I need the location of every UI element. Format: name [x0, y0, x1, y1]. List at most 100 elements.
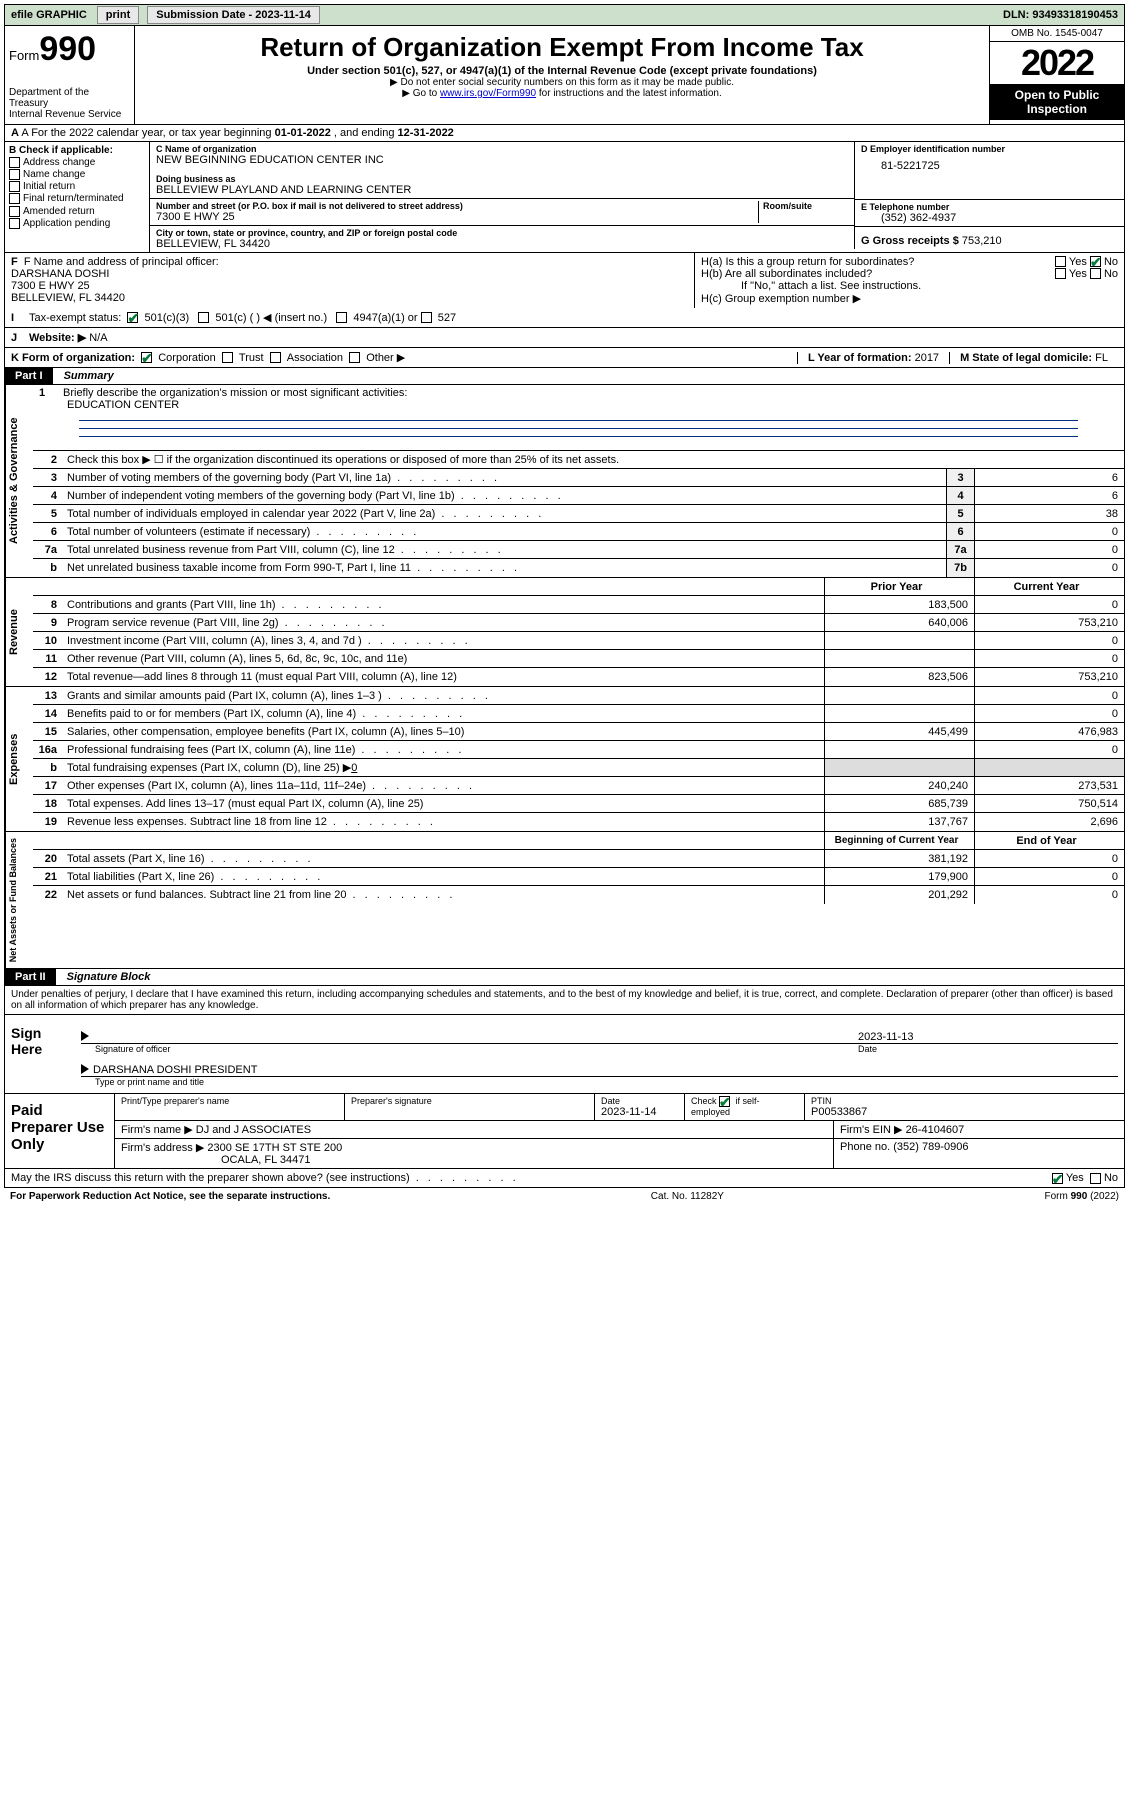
l16a: Professional fundraising fees (Part IX, …: [63, 743, 824, 757]
row-j: J Website: ▶ N/A: [4, 328, 1125, 348]
chk-self-employed[interactable]: [719, 1096, 730, 1107]
prep-c4pre: Check: [691, 1096, 717, 1106]
may-discuss-row: May the IRS discuss this return with the…: [4, 1169, 1125, 1188]
c14: 0: [974, 705, 1124, 722]
chk-pending[interactable]: [9, 218, 20, 229]
sig-officer-lbl: Signature of officer: [81, 1044, 858, 1054]
v5: 38: [974, 505, 1124, 522]
p9: 640,006: [824, 614, 974, 631]
l21: Total liabilities (Part X, line 26): [63, 870, 824, 884]
tax-year: 2022: [990, 42, 1124, 84]
row-klm: K Form of organization: Corporation Trus…: [4, 348, 1125, 368]
opt-4947: 4947(a)(1) or: [353, 312, 417, 324]
dba-lbl: Doing business as: [156, 174, 848, 184]
form-subtitle: Under section 501(c), 527, or 4947(a)(1)…: [143, 65, 981, 77]
addr-lbl: Firm's address ▶: [121, 1142, 204, 1154]
l22: Net assets or fund balances. Subtract li…: [63, 888, 824, 902]
officer-addr2: BELLEVIEW, FL 34420: [11, 292, 688, 304]
chk-name-change[interactable]: [9, 169, 20, 180]
irs-label: Internal Revenue Service: [9, 109, 130, 120]
firm-ein: 26-4104607: [906, 1124, 965, 1136]
l13: Grants and similar amounts paid (Part IX…: [63, 689, 824, 703]
chk-assoc[interactable]: [270, 352, 281, 363]
arrow-icon-2: [81, 1064, 89, 1074]
l5-text: Total number of individuals employed in …: [63, 507, 946, 521]
chk-amended[interactable]: [9, 206, 20, 217]
chk-hb-yes[interactable]: [1055, 268, 1066, 279]
l6-text: Total number of volunteers (estimate if …: [63, 525, 946, 539]
vtab-na: Net Assets or Fund Balances: [5, 832, 33, 968]
part2-header-row: Part II Signature Block: [4, 969, 1125, 986]
chk-527[interactable]: [421, 312, 432, 323]
prep-c1: Print/Type preparer's name: [121, 1096, 338, 1106]
chk-final[interactable]: [9, 193, 20, 204]
l15: Salaries, other compensation, employee b…: [63, 725, 824, 739]
chk-hb-no[interactable]: [1090, 268, 1101, 279]
v3: 6: [974, 469, 1124, 486]
firm-name: DJ and J ASSOCIATES: [196, 1124, 311, 1136]
ha-text: H(a) Is this a group return for subordin…: [701, 256, 1055, 268]
irs-link[interactable]: www.irs.gov/Form990: [440, 88, 536, 99]
chk-ha-yes[interactable]: [1055, 256, 1066, 267]
opt-final: Final return/terminated: [23, 194, 124, 205]
firm-addr1: 2300 SE 17TH ST STE 200: [207, 1142, 342, 1154]
hdr-current: Current Year: [974, 578, 1124, 595]
may-text: May the IRS discuss this return with the…: [11, 1172, 519, 1184]
type-print-lbl: Type or print name and title: [81, 1077, 1118, 1087]
chk-ha-no[interactable]: [1090, 256, 1101, 267]
prep-c3: Date: [601, 1096, 678, 1106]
goto-pre: ▶ Go to: [402, 88, 440, 99]
i-label: Tax-exempt status:: [29, 312, 121, 324]
street-lbl: Number and street (or P.O. box if mail i…: [156, 201, 758, 211]
opt-corp: Corporation: [158, 352, 215, 364]
chk-4947[interactable]: [336, 312, 347, 323]
b-header: B Check if applicable:: [9, 145, 145, 156]
submission-date-button[interactable]: Submission Date - 2023-11-14: [147, 6, 320, 24]
chk-address-change[interactable]: [9, 157, 20, 168]
chk-501c3[interactable]: [127, 312, 138, 323]
p19: 137,767: [824, 813, 974, 831]
opt-address: Address change: [23, 157, 95, 168]
website-val: N/A: [89, 332, 107, 344]
paid-preparer: Paid Preparer Use Only Print/Type prepar…: [4, 1094, 1125, 1169]
m-val: FL: [1095, 352, 1108, 364]
p22: 201,292: [824, 886, 974, 904]
l16b-pre: Total fundraising expenses (Part IX, col…: [67, 762, 351, 774]
l20: Total assets (Part X, line 16): [63, 852, 824, 866]
entity-block: B Check if applicable: Address change Na…: [4, 142, 1125, 252]
l14: Benefits paid to or for members (Part IX…: [63, 707, 824, 721]
c12: 753,210: [974, 668, 1124, 686]
opt-pending: Application pending: [23, 218, 110, 229]
chk-may-yes[interactable]: [1052, 1173, 1063, 1184]
vtab-exp: Expenses: [5, 687, 33, 831]
p14: [824, 705, 974, 722]
chk-other[interactable]: [349, 352, 360, 363]
arrow-icon: [81, 1031, 89, 1041]
dln-label: DLN: 93493318190453: [1003, 9, 1124, 21]
f-lbl: F F Name and address of principal office…: [11, 256, 688, 268]
gross-val: 753,210: [962, 235, 1002, 247]
sign-date: 2023-11-13: [858, 1031, 1118, 1043]
v6: 0: [974, 523, 1124, 540]
chk-initial[interactable]: [9, 181, 20, 192]
print-button[interactable]: print: [97, 6, 139, 24]
opt-assoc: Association: [287, 352, 343, 364]
l16b-val: 0: [351, 762, 357, 774]
chk-may-no[interactable]: [1090, 1173, 1101, 1184]
form-header: Form990 Department of the Treasury Inter…: [4, 26, 1125, 125]
chk-trust[interactable]: [222, 352, 233, 363]
p15: 445,499: [824, 723, 974, 740]
may-no: No: [1104, 1172, 1118, 1184]
goto-note: ▶ Go to www.irs.gov/Form990 for instruct…: [143, 88, 981, 99]
l-label: L Year of formation:: [808, 352, 912, 364]
chk-501c[interactable]: [198, 312, 209, 323]
room-lbl: Room/suite: [763, 201, 848, 211]
ein-lbl: Firm's EIN ▶: [840, 1124, 903, 1136]
d-ein-lbl: D Employer identification number: [861, 144, 1118, 154]
prep-ptin: P00533867: [811, 1106, 1118, 1118]
sig-date-lbl: Date: [858, 1044, 1118, 1054]
phone-val: (352) 362-4937: [861, 212, 1118, 224]
netassets-section: Net Assets or Fund Balances Beginning of…: [4, 832, 1125, 969]
chk-corp[interactable]: [141, 352, 152, 363]
ssn-note: ▶ Do not enter social security numbers o…: [143, 77, 981, 88]
